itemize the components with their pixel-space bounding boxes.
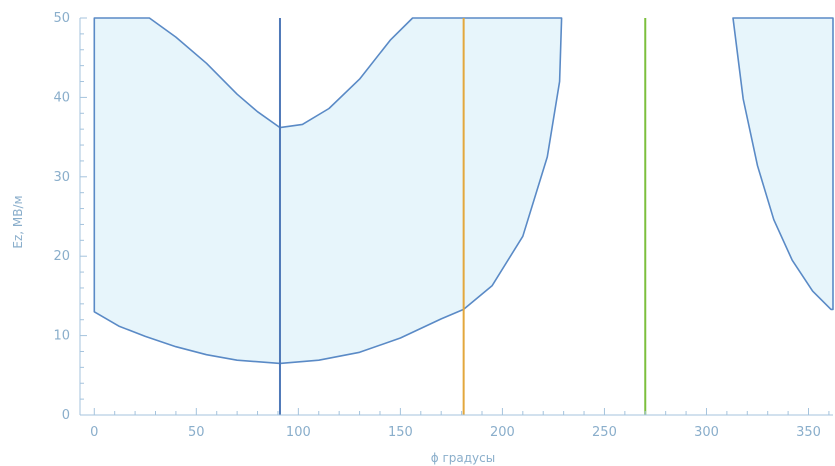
x-tick-label: 50 xyxy=(188,425,205,440)
x-tick-label: 200 xyxy=(490,425,515,440)
x-tick-label: 0 xyxy=(90,425,98,440)
y-tick-label: 0 xyxy=(62,408,70,423)
x-tick-label: 150 xyxy=(388,425,413,440)
x-tick-label: 300 xyxy=(694,425,719,440)
shaded-region-2 xyxy=(732,17,834,311)
shaded-regions xyxy=(93,17,834,365)
shaded-region-1 xyxy=(93,17,563,365)
y-tick-label: 20 xyxy=(53,249,70,264)
axes: 0 50 100 150 200 250 300 350 0 10 20 30 40 50 xyxy=(53,11,833,440)
y-tick-label: 30 xyxy=(53,170,70,185)
y-tick-label: 50 xyxy=(53,11,70,26)
x-tick-label: 350 xyxy=(796,425,821,440)
vertical-lines xyxy=(278,18,647,415)
x-tick-label: 250 xyxy=(592,425,617,440)
x-tick-label: 100 xyxy=(286,425,311,440)
y-axis-title: Ez, МВ/м xyxy=(11,195,25,248)
x-axis-title: ϕ градусы xyxy=(431,451,495,465)
y-tick-label: 10 xyxy=(53,329,70,344)
y-tick-label: 40 xyxy=(53,90,70,105)
